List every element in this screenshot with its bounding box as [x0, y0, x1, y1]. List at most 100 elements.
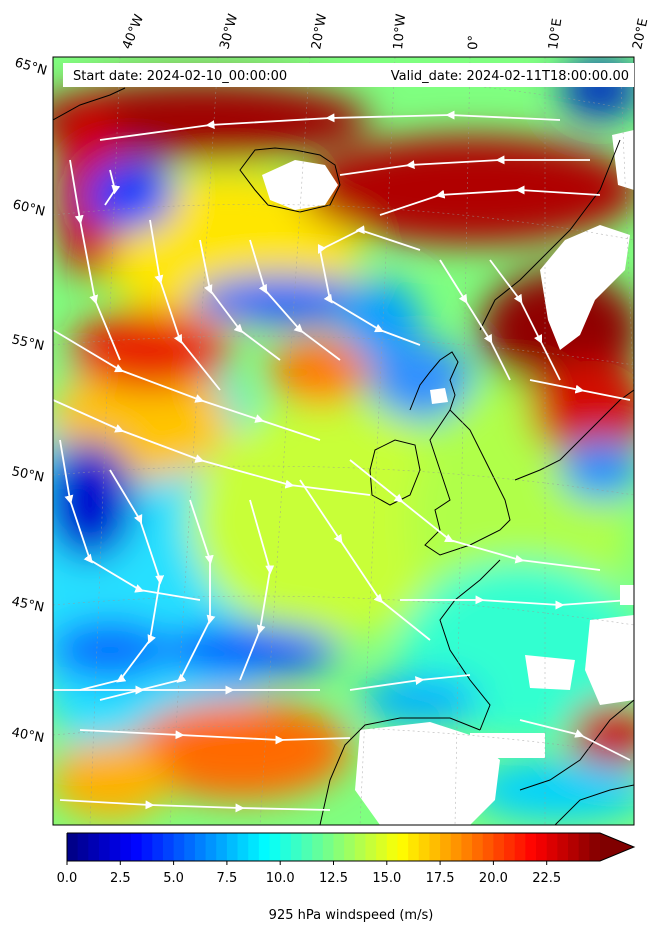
streamline	[379, 185, 601, 216]
lat-label-45n: 45°N	[10, 594, 45, 615]
colorbar-cell	[461, 833, 473, 861]
colorbar-cell	[546, 833, 558, 861]
colorbar-cell	[258, 833, 271, 861]
streamline	[59, 799, 331, 813]
colorbar-cells	[67, 833, 601, 861]
streamline	[79, 469, 165, 691]
header-box	[63, 63, 634, 87]
coast-norway	[479, 139, 621, 331]
streamline	[489, 259, 561, 381]
colorbar-cell	[184, 833, 196, 861]
coast-med	[519, 699, 634, 791]
streamline	[400, 595, 631, 610]
colorbar-cell	[525, 833, 537, 861]
colorbar-cell	[312, 833, 324, 861]
colorbar-cell	[248, 833, 260, 861]
colorbar-cell	[130, 833, 143, 861]
lat-label-60n: 60°N	[11, 197, 46, 219]
coast-europe	[514, 389, 634, 481]
colorbar-cell	[365, 833, 377, 861]
colorbar-tick-label: 7.5	[217, 871, 238, 886]
coast-scotland	[409, 351, 459, 411]
colorbar-cell	[141, 833, 153, 861]
colorbar-cell	[397, 833, 409, 861]
streamline	[529, 379, 631, 401]
colorbar-cell	[333, 833, 345, 861]
map-frame	[52, 56, 635, 826]
colorbar-cell	[301, 833, 313, 861]
colorbar-tick-label: 5.0	[163, 871, 184, 886]
coast-iberia	[319, 717, 481, 825]
missing-data	[262, 130, 634, 825]
colorbar-tick-label: 22.5	[532, 871, 561, 886]
colorbar-tick-label: 20.0	[479, 871, 508, 886]
colorbar-cell	[536, 833, 548, 861]
colorbar-tick-label: 2.5	[110, 871, 131, 886]
streamline	[239, 499, 275, 681]
colorbar-cell	[290, 833, 303, 861]
streamline	[349, 674, 471, 691]
lon-label-10e: 10°E	[546, 18, 565, 51]
colorbar-cell	[386, 833, 399, 861]
colorbar-outline	[66, 832, 636, 862]
colorbar-cell	[162, 833, 175, 861]
coastlines	[53, 87, 634, 825]
colorbar-cell	[418, 833, 431, 861]
colorbar-cell	[237, 833, 249, 861]
lon-label-10w: 10°W	[391, 13, 409, 50]
coast-iceland	[239, 147, 341, 213]
colorbar-cell	[77, 833, 89, 861]
colorbar-cell	[194, 833, 207, 861]
colorbar-cell	[88, 833, 100, 861]
colorbar-cell	[504, 833, 516, 861]
colorbar-cell	[578, 833, 590, 861]
valid-date-label: Valid_date: 2024-02-11T18:00:00.00	[391, 69, 629, 84]
colorbar-cell	[354, 833, 367, 861]
colorbar-cell	[450, 833, 463, 861]
colorbar-cell	[344, 833, 356, 861]
streamline	[299, 479, 431, 641]
streamline	[439, 259, 511, 381]
colorbar: 0.0 2.5 5.0 7.5 10.0 12.5 15.0 17.5 20.0 22.5 925…	[57, 832, 636, 923]
coast-france	[439, 559, 501, 731]
colorbar-cell	[589, 833, 601, 861]
streamlines	[53, 110, 631, 813]
lat-label-65n: 65°N	[13, 55, 49, 78]
colorbar-cell	[472, 833, 484, 861]
streamline	[249, 239, 341, 361]
colorbar-tick-label: 17.5	[426, 871, 455, 886]
colorbar-cell	[408, 833, 420, 861]
colorbar-cell	[280, 833, 292, 861]
streamline	[104, 169, 121, 206]
colorbar-cell	[493, 833, 505, 861]
colorbar-cell	[482, 833, 494, 861]
colorbar-cell	[568, 833, 580, 861]
colorbar-cell	[152, 833, 164, 861]
streamline	[349, 459, 601, 571]
colorbar-extend-arrow	[600, 833, 634, 861]
colorbar-cell	[440, 833, 452, 861]
colorbar-title: 925 hPa windspeed (m/s)	[269, 908, 434, 923]
streamline	[317, 225, 421, 346]
colorbar-tick-label: 10.0	[266, 871, 295, 886]
start-date-label: Start date: 2024-02-10_00:00:00	[73, 69, 287, 84]
lon-label-40w: 40°W	[120, 12, 147, 51]
colorbar-cell	[98, 833, 111, 861]
latitude-labels: 65°N 60°N 55°N 50°N 45°N 40°N	[10, 55, 48, 746]
colorbar-cell	[429, 833, 441, 861]
colorbar-cell	[67, 833, 79, 861]
colorbar-cell	[376, 833, 388, 861]
lat-label-50n: 50°N	[10, 464, 45, 485]
colorbar-cell	[205, 833, 217, 861]
lon-label-20w: 20°W	[309, 13, 330, 51]
colorbar-tick-label: 12.5	[319, 871, 348, 886]
windspeed-field	[53, 57, 634, 825]
lon-label-20e: 20°E	[630, 17, 651, 51]
colorbar-cell	[173, 833, 185, 861]
streamline	[339, 155, 590, 176]
colorbar-cell	[557, 833, 569, 861]
coast-africa	[554, 784, 634, 825]
lat-label-55n: 55°N	[10, 332, 45, 354]
streamline	[69, 159, 121, 361]
